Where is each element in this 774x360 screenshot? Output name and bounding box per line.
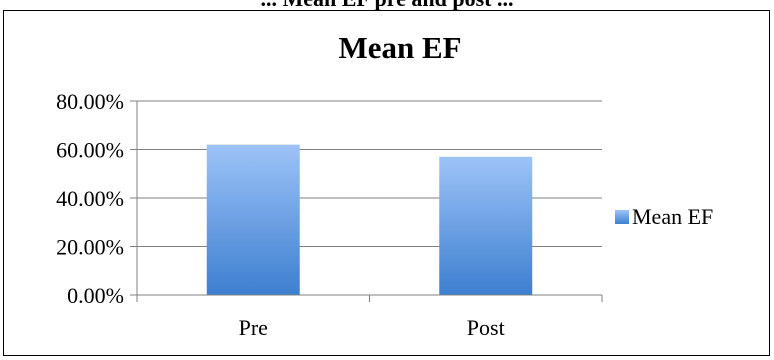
x-tick-label: Post: [467, 315, 505, 340]
y-tick-label: 20.00%: [56, 235, 124, 260]
bar: [206, 144, 300, 295]
legend-swatch: [615, 210, 629, 224]
legend-label: Mean EF: [632, 204, 713, 229]
bar: [439, 156, 533, 295]
chart-title: Mean EF: [338, 30, 461, 65]
x-tick-label: Pre: [239, 315, 268, 340]
cropped-caption: ... Mean EF pre and post ...: [0, 0, 774, 20]
y-tick-label: 60.00%: [56, 138, 124, 163]
chart-frame: [3, 10, 770, 356]
y-tick-label: 80.00%: [56, 89, 124, 114]
y-tick-label: 0.00%: [67, 283, 124, 308]
cropped-caption-text: ... Mean EF pre and post ...: [0, 0, 774, 12]
y-tick-label: 40.00%: [56, 186, 124, 211]
